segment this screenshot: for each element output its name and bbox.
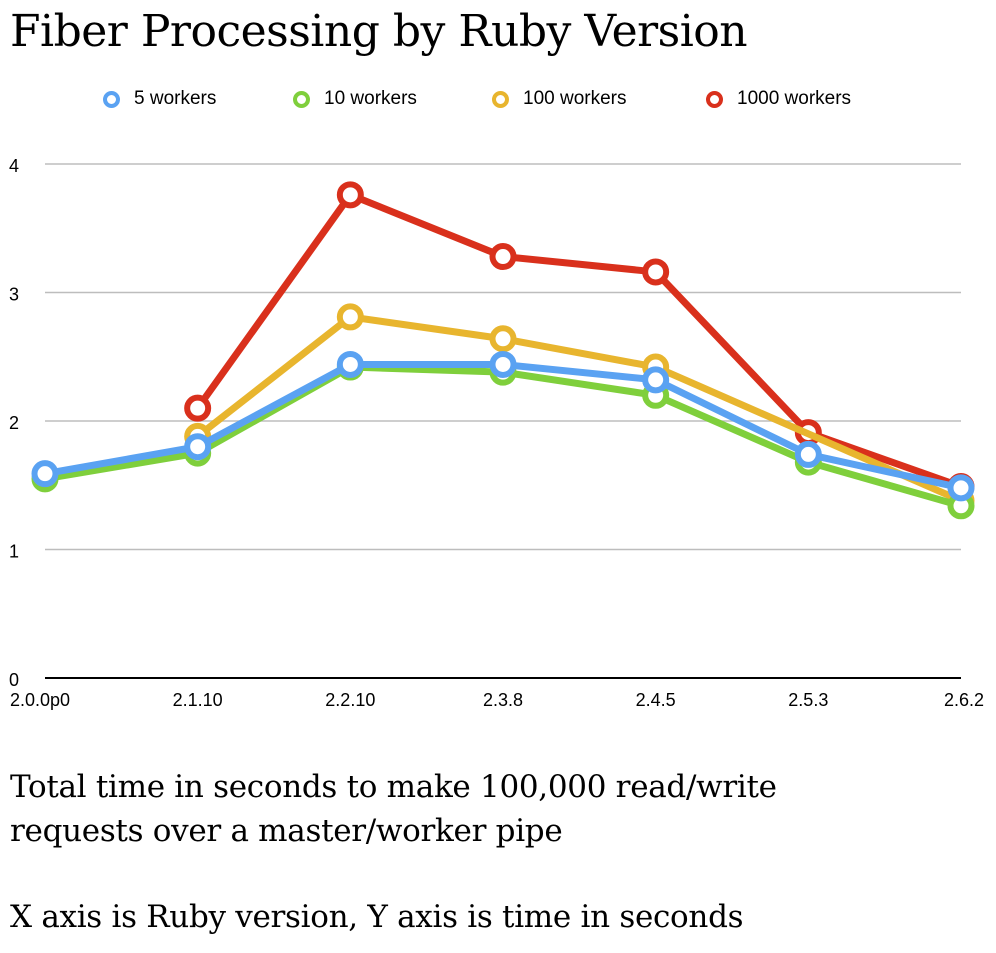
point-5-workers-2.3.8 <box>489 350 517 378</box>
y-tick-label-3: 3 <box>9 285 19 305</box>
legend-label-1000-workers: 1000 workers <box>737 88 852 109</box>
caption-line-2: requests over a master/worker pipe <box>10 813 563 849</box>
x-tick-label-2.6.2: 2.6.2 <box>944 690 984 710</box>
y-tick-label-1: 1 <box>9 542 19 562</box>
x-tick-label-2.2.10: 2.2.10 <box>325 690 375 710</box>
legend-item-1000-workers: 1000 workers <box>706 88 851 110</box>
caption-line-3: X axis is Ruby version, Y axis is time i… <box>10 899 744 935</box>
line-chart: 0 1 2 3 4 2.0.0p0 2.1.10 2.2.10 2.3.8 2.4.5 2.5.3 2… <box>9 156 984 710</box>
x-tick-label-2.1.10: 2.1.10 <box>173 690 223 710</box>
legend-label-5-workers: 5 workers <box>134 88 217 109</box>
point-100-workers-2.3.8 <box>489 325 517 353</box>
legend-item-10-workers: 10 workers <box>293 88 417 110</box>
legend-marker-10-workers-icon <box>293 90 310 108</box>
caption-line-1: Total time in seconds to make 100,000 re… <box>10 769 777 805</box>
legend-marker-1000-workers-icon <box>706 90 723 108</box>
x-tick-label-2.3.8: 2.3.8 <box>483 690 523 710</box>
point-5-workers-2.0.0p0 <box>31 460 59 488</box>
chart-title: Fiber Processing by Ruby Version <box>10 6 748 57</box>
legend-label-10-workers: 10 workers <box>324 88 417 109</box>
y-tick-label-0: 0 <box>9 670 19 690</box>
legend-marker-5-workers-icon <box>103 90 120 108</box>
legend-item-5-workers: 5 workers <box>103 88 216 110</box>
legend-marker-100-workers-icon <box>492 90 509 108</box>
y-tick-label-2: 2 <box>9 413 19 433</box>
x-tick-label-2.5.3: 2.5.3 <box>788 690 828 710</box>
point-5-workers-2.6.2 <box>947 474 975 502</box>
point-5-workers-2.4.5 <box>642 366 670 394</box>
point-5-workers-2.1.10 <box>184 433 212 461</box>
point-1000-workers-2.2.10 <box>336 181 364 209</box>
y-tick-label-4: 4 <box>9 156 19 176</box>
point-5-workers-2.5.3 <box>794 440 822 468</box>
series-line-1000-workers <box>194 191 965 491</box>
point-1000-workers-2.4.5 <box>642 258 670 286</box>
legend: 5 workers 10 workers 100 workers 1000 wo… <box>0 86 996 116</box>
point-5-workers-2.2.10 <box>336 350 364 378</box>
x-tick-label-2.4.5: 2.4.5 <box>636 690 676 710</box>
point-1000-workers-2.1.10 <box>184 394 212 422</box>
legend-item-100-workers: 100 workers <box>492 88 627 110</box>
point-100-workers-2.2.10 <box>336 303 364 331</box>
x-tick-label-2.0.0p0: 2.0.0p0 <box>10 690 70 710</box>
legend-label-100-workers: 100 workers <box>523 88 627 109</box>
point-1000-workers-2.3.8 <box>489 243 517 271</box>
